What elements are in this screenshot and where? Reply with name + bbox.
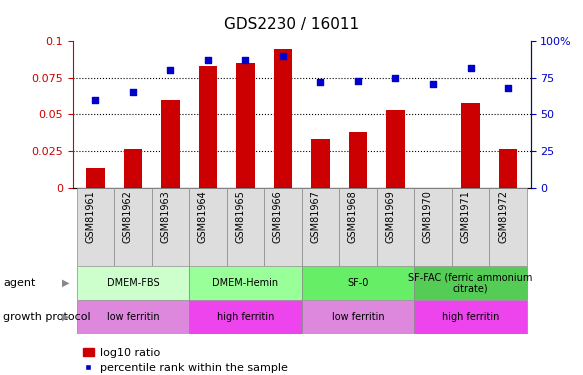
Text: high ferritin: high ferritin (217, 312, 274, 322)
Point (278, 53, 287, 59)
Text: GSM81964: GSM81964 (198, 190, 208, 243)
Bar (339, 188, 377, 266)
Bar (273, 49, 292, 188)
Bar (189, 188, 227, 266)
Bar (152, 188, 189, 266)
Text: GSM81969: GSM81969 (385, 190, 395, 243)
Bar (76, 300, 189, 334)
Bar (236, 63, 255, 188)
Text: agent: agent (3, 278, 36, 288)
Bar (461, 103, 480, 188)
Bar (377, 188, 415, 266)
Point (128, 90, 138, 96)
Bar (302, 300, 415, 334)
Point (91, 97, 100, 103)
Text: SF-FAC (ferric ammonium
citrate): SF-FAC (ferric ammonium citrate) (408, 272, 533, 294)
Bar (76, 266, 189, 300)
Text: GDS2230 / 16011: GDS2230 / 16011 (224, 17, 359, 32)
Point (203, 57, 213, 63)
Text: growth protocol: growth protocol (3, 312, 90, 322)
Bar (189, 300, 302, 334)
Text: ▶: ▶ (62, 278, 70, 288)
Point (391, 75, 400, 81)
Point (503, 85, 512, 91)
Legend: log10 ratio, percentile rank within the sample: log10 ratio, percentile rank within the … (79, 343, 292, 375)
Text: GSM81966: GSM81966 (273, 190, 283, 243)
Point (241, 57, 250, 63)
Text: GSM81963: GSM81963 (160, 190, 170, 243)
Bar (199, 66, 217, 188)
Bar (302, 188, 339, 266)
Text: GSM81968: GSM81968 (348, 190, 358, 243)
Bar (498, 150, 517, 188)
Bar (189, 266, 302, 300)
Point (353, 78, 363, 84)
Bar (302, 266, 415, 300)
Text: ▶: ▶ (62, 312, 70, 322)
Text: DMEM-Hemin: DMEM-Hemin (212, 278, 279, 288)
Text: GSM81972: GSM81972 (498, 190, 508, 243)
Bar (124, 150, 142, 188)
Bar (264, 188, 302, 266)
Text: GSM81965: GSM81965 (236, 190, 245, 243)
Bar (161, 100, 180, 188)
Text: GSM81962: GSM81962 (123, 190, 133, 243)
Bar (349, 132, 367, 188)
Text: GSM81970: GSM81970 (423, 190, 433, 243)
Text: GSM81971: GSM81971 (461, 190, 470, 243)
Text: low ferritin: low ferritin (332, 312, 384, 322)
Bar (311, 139, 330, 188)
Point (166, 68, 175, 74)
Text: GSM81961: GSM81961 (85, 190, 96, 243)
Bar (415, 266, 527, 300)
Bar (452, 188, 489, 266)
Bar (386, 110, 405, 188)
Point (466, 64, 475, 70)
Point (429, 81, 438, 87)
Bar (86, 168, 105, 188)
Bar (415, 300, 527, 334)
Bar (227, 188, 264, 266)
Bar (489, 188, 527, 266)
Point (316, 79, 325, 85)
Bar (114, 188, 152, 266)
Bar (415, 188, 452, 266)
Text: SF-0: SF-0 (347, 278, 368, 288)
Text: low ferritin: low ferritin (107, 312, 159, 322)
Bar (76, 188, 114, 266)
Text: high ferritin: high ferritin (442, 312, 499, 322)
Text: DMEM-FBS: DMEM-FBS (107, 278, 159, 288)
Text: GSM81967: GSM81967 (311, 190, 321, 243)
